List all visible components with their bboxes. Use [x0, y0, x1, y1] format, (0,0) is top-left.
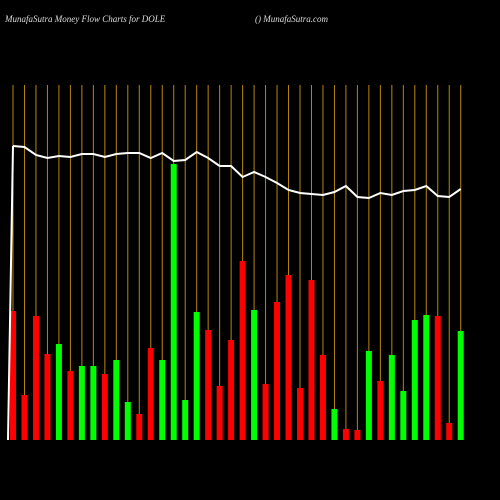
bar — [239, 261, 246, 440]
bar — [274, 302, 281, 440]
bar — [193, 312, 200, 440]
bar — [331, 409, 338, 440]
bar — [32, 316, 39, 440]
bar — [423, 315, 430, 440]
bar — [170, 164, 177, 440]
line-lead — [7, 145, 14, 441]
bar — [205, 330, 212, 440]
chart-subtitle: () MunafaSutra.com — [255, 14, 328, 24]
bar — [216, 386, 223, 440]
bar — [251, 310, 258, 440]
bar — [411, 320, 418, 440]
bar — [90, 366, 97, 440]
bar — [136, 414, 143, 440]
bar — [262, 384, 269, 440]
bar — [446, 423, 453, 440]
bar — [285, 275, 292, 440]
bar — [147, 348, 154, 440]
bar — [182, 400, 189, 440]
bar — [377, 381, 384, 440]
bar — [44, 354, 51, 440]
bar — [354, 430, 361, 440]
bar — [319, 355, 326, 440]
bar — [21, 395, 28, 440]
bar — [78, 366, 85, 440]
bar — [10, 311, 16, 440]
bar — [55, 344, 62, 440]
bar — [365, 351, 372, 440]
bar — [297, 388, 303, 440]
bar — [67, 371, 74, 440]
bar — [124, 402, 131, 440]
bar — [113, 360, 120, 440]
bar — [434, 316, 441, 440]
bar — [342, 429, 349, 440]
bar — [388, 355, 395, 440]
bar — [101, 374, 108, 440]
money-flow-line — [12, 145, 462, 200]
bar — [457, 331, 464, 440]
bar — [308, 280, 315, 440]
bar — [400, 391, 407, 440]
chart-title: MunafaSutra Money Flow Charts for DOLE — [4, 14, 166, 24]
bar — [159, 360, 166, 440]
bar — [228, 340, 235, 440]
